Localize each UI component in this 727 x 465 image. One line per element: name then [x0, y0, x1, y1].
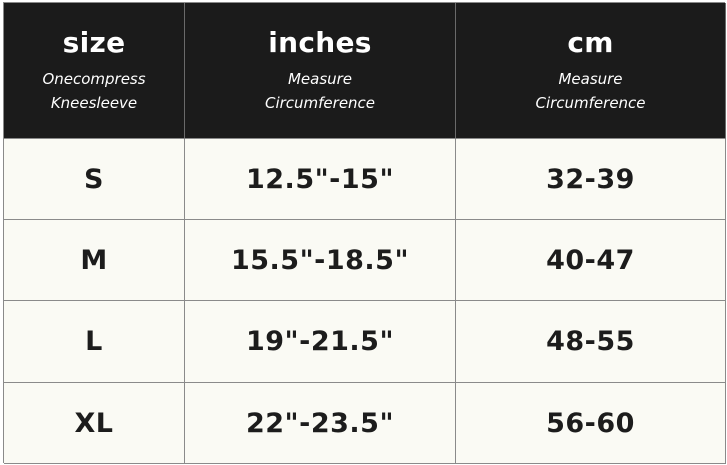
- header-subtitle: Onecompress: [42, 70, 146, 88]
- table-cell: S: [4, 139, 185, 220]
- measurement: 32-39: [546, 163, 635, 195]
- header-subtitle: Measure: [287, 70, 353, 88]
- header-subtitle: Measure: [558, 70, 623, 88]
- header-subtitle: Circumference: [535, 94, 646, 112]
- size-table: size Onecompress Kneesleeve inches Measure Ci…: [3, 2, 726, 464]
- measurement: 56-60: [546, 407, 635, 439]
- header-cell: cm Measure Circumference: [456, 3, 726, 139]
- table-cell: 22"-23.5": [185, 383, 456, 464]
- size-label: XL: [74, 407, 114, 439]
- measurement: 15.5"-18.5": [230, 244, 410, 276]
- table-cell: 56-60: [456, 383, 726, 464]
- header-cell: inches Measure Circumference: [185, 3, 456, 139]
- table-cell: M: [4, 220, 185, 301]
- header-subtitle: Kneesleeve: [50, 94, 138, 112]
- header-subtitle: Circumference: [264, 94, 376, 112]
- header-cell: size Onecompress Kneesleeve: [4, 3, 185, 139]
- table-cell: 48-55: [456, 301, 726, 383]
- table-cell: 15.5"-18.5": [185, 220, 456, 301]
- header-title: inches: [268, 26, 372, 59]
- header-title: size: [62, 26, 126, 59]
- size-label: S: [84, 163, 104, 195]
- header-title: cm: [567, 26, 614, 59]
- table-cell: L: [4, 301, 185, 383]
- measurement: 40-47: [546, 244, 635, 276]
- table-cell: 19"-21.5": [185, 301, 456, 383]
- table-cell: 12.5"-15": [185, 139, 456, 220]
- table-cell: 32-39: [456, 139, 726, 220]
- measurement: 22"-23.5": [245, 407, 395, 439]
- table-cell: XL: [4, 383, 185, 464]
- measurement: 12.5"-15": [245, 163, 395, 195]
- size-label: M: [80, 244, 108, 276]
- size-label: L: [85, 326, 103, 357]
- table-cell: 40-47: [456, 220, 726, 301]
- measurement: 19"-21.5": [245, 326, 395, 357]
- measurement: 48-55: [546, 326, 635, 357]
